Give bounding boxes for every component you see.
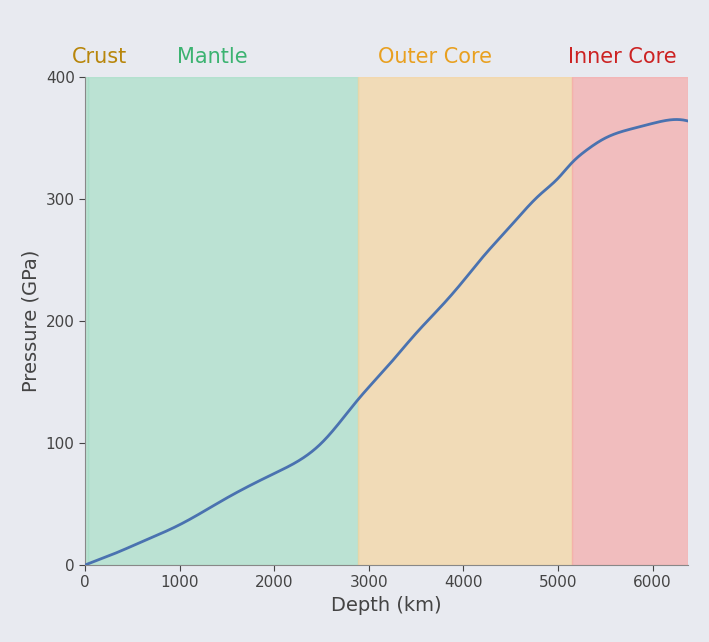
Text: Outer Core: Outer Core — [378, 48, 492, 67]
Bar — [85, 77, 89, 565]
X-axis label: Depth (km): Depth (km) — [331, 596, 442, 615]
Text: Inner Core: Inner Core — [568, 48, 676, 67]
Bar — [89, 77, 359, 565]
Bar — [359, 77, 572, 565]
Bar — [572, 77, 688, 565]
Text: Mantle: Mantle — [177, 48, 248, 67]
Text: Crust: Crust — [72, 48, 127, 67]
Y-axis label: Pressure (GPa): Pressure (GPa) — [21, 250, 40, 392]
